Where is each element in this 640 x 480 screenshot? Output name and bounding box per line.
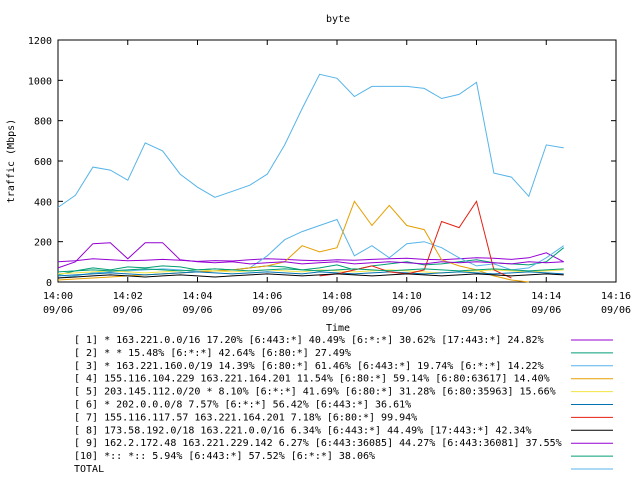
x-tick-time-label: 14:16 [601, 291, 631, 302]
x-tick-date-label: 09/06 [531, 305, 561, 316]
x-tick-date-label: 09/06 [43, 305, 73, 316]
x-tick-time-label: 14:02 [113, 291, 143, 302]
x-tick-date-label: 09/06 [322, 305, 352, 316]
series-line-2 [57, 247, 565, 276]
axis-ticks: 0 200 400 600 800 1000 1200 14:00 09/06 14:02 09/0… [28, 36, 631, 316]
x-tick-time-label: 14:10 [392, 291, 422, 302]
legend-label: [ 4] 155.116.104.229 163.221.164.201 11.… [74, 374, 550, 385]
series-lines [57, 73, 565, 283]
legend-label: [ 9] 162.2.172.48 163.221.229.142 6.27% … [74, 438, 562, 449]
y-tick-label: 0 [46, 278, 52, 289]
x-tick-time-label: 14:12 [461, 291, 491, 302]
y-tick-label: 400 [34, 197, 52, 208]
y-tick-label: 800 [34, 117, 52, 128]
legend-label: [ 8] 173.58.192.0/18 163.221.0.0/16 6.34… [74, 425, 532, 436]
series-line-7 [319, 200, 512, 279]
legend-label: [ 3] * 163.221.160.0/19 14.39% [6:80:*] … [74, 361, 544, 372]
x-tick-date-label: 09/06 [113, 305, 143, 316]
legend-label: [ 6] * 202.0.0.0/8 7.57% [6:*:*] 56.42% … [74, 400, 411, 411]
x-tick-time-label: 14:08 [322, 291, 352, 302]
legend: [ 1] * 163.221.0.0/16 17.20% [6:443:*] 4… [74, 335, 613, 475]
series-line-9 [57, 242, 564, 269]
legend-label: [ 1] * 163.221.0.0/16 17.20% [6:443:*] 4… [74, 335, 544, 346]
x-tick-time-label: 14:00 [43, 291, 73, 302]
series-line-1 [57, 252, 564, 263]
series-line-8 [57, 273, 564, 279]
series-line-4 [57, 200, 529, 283]
x-tick-time-label: 14:06 [252, 291, 282, 302]
legend-label: [ 5] 203.145.112.0/20 * 8.10% [6:*:*] 41… [74, 387, 556, 398]
y-tick-label: 1200 [28, 36, 52, 47]
y-tick-label: 1000 [28, 76, 52, 87]
legend-label: TOTAL [74, 464, 104, 475]
x-tick-date-label: 09/06 [252, 305, 282, 316]
y-tick-label: 600 [34, 157, 52, 168]
x-axis-label: Time [326, 323, 350, 334]
chart-title: byte [326, 14, 350, 25]
x-tick-date-label: 09/06 [392, 305, 422, 316]
legend-label: [ 2] * * 15.48% [6:*:*] 42.64% [6:80:*] … [74, 348, 351, 359]
y-tick-label: 200 [34, 238, 52, 249]
y-axis-label: traffic (Mbps) [6, 119, 17, 203]
legend-label: [ 7] 155.116.117.57 163.221.164.201 7.18… [74, 412, 417, 423]
series-line-6 [57, 271, 564, 277]
series-line-10 [57, 268, 564, 273]
series-line-11 [57, 73, 564, 208]
x-tick-time-label: 14:04 [182, 291, 212, 302]
series-line-3 [57, 218, 564, 279]
x-tick-date-label: 09/06 [182, 305, 212, 316]
legend-label: [10] *:: *:: 5.94% [6:443:*] 57.52% [6:*… [74, 451, 375, 462]
x-tick-time-label: 14:14 [531, 291, 561, 302]
x-tick-date-label: 09/06 [461, 305, 491, 316]
x-tick-date-label: 09/06 [601, 305, 631, 316]
